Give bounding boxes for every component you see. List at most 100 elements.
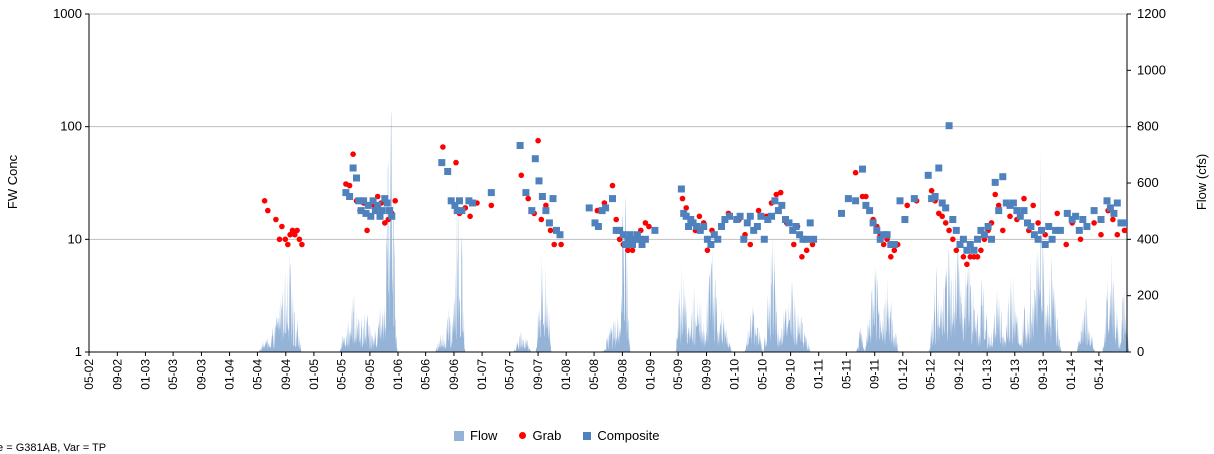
composite-point	[721, 216, 729, 223]
composite-point	[638, 241, 646, 248]
composite-point	[487, 189, 495, 197]
flow-area-segment	[274, 249, 302, 352]
composite-point	[602, 204, 610, 212]
composite-point	[740, 235, 748, 243]
grab-point	[350, 151, 356, 157]
x-tick-label: 09-06	[447, 359, 461, 390]
y-left-tick-label: 100	[60, 119, 82, 134]
composite-point	[453, 207, 461, 215]
y-right-tick-labels: 0 200 400 600 800 1000 1200	[1137, 6, 1166, 359]
composite-point	[355, 197, 363, 205]
x-tick-label: 01-05	[307, 359, 321, 390]
gridlines	[89, 13, 1127, 353]
x-tick-label: 05-08	[587, 359, 601, 390]
grab-point	[747, 241, 754, 248]
legend-item-flow: Flow	[454, 428, 497, 443]
grab-point	[625, 247, 631, 254]
x-tick-label: 01-06	[391, 359, 405, 390]
flow-area-segment	[1019, 256, 1043, 352]
x-tick-label: 09-11	[868, 359, 882, 389]
composite-point	[594, 223, 602, 230]
composite-point	[1045, 223, 1053, 230]
flow-area-segment	[339, 293, 367, 352]
composite-point	[768, 212, 775, 220]
composite-point	[945, 122, 953, 130]
footnote: te = G381AB, Var = TP	[0, 442, 107, 454]
grab-point	[791, 241, 797, 248]
composite-point	[959, 235, 967, 243]
grab-point	[1121, 227, 1128, 234]
composite-point	[710, 231, 718, 239]
grab-point	[946, 227, 952, 234]
grab-swatch-icon	[519, 432, 527, 439]
grab-point	[440, 144, 446, 150]
grab-point	[974, 253, 981, 260]
x-tick-label: 05-12	[924, 359, 938, 390]
composite-point	[869, 219, 877, 227]
composite-point	[970, 246, 978, 254]
composite-point	[726, 212, 733, 220]
x-tick-labels: 05-02 09-02 01-03 05-03 09-03 01-04 05-04 09-04…	[82, 359, 1106, 390]
composite-point	[883, 231, 891, 239]
grab-point	[777, 189, 784, 196]
composite-point	[999, 173, 1007, 181]
composite-point	[378, 207, 386, 215]
grab-point	[863, 193, 869, 200]
flow-swatch-icon	[454, 430, 464, 441]
grab-point	[939, 213, 945, 220]
legend-item-composite: Composite	[583, 428, 660, 443]
composite-point	[764, 216, 772, 223]
composite-point	[799, 235, 807, 243]
y-left-tick-label: 10	[68, 231, 82, 246]
composite-point	[743, 219, 751, 227]
composite-point	[736, 212, 744, 220]
grab-point	[1098, 231, 1104, 238]
composite-point	[522, 189, 530, 197]
x-tick-label: 05-04	[250, 359, 264, 390]
composite-point	[542, 207, 550, 215]
composite-point	[838, 209, 845, 217]
composite-point	[545, 219, 553, 227]
composite-point	[553, 226, 560, 234]
grab-point	[696, 213, 703, 220]
composite-point	[803, 235, 811, 243]
grab-point	[755, 207, 762, 214]
composite-point	[778, 201, 786, 209]
composite-point	[677, 185, 685, 193]
composite-point	[458, 207, 466, 215]
grab-point	[282, 236, 289, 243]
composite-point	[353, 174, 360, 182]
composite-point	[693, 223, 701, 230]
x-tick-label: 05-10	[755, 359, 769, 390]
grab-point	[287, 231, 293, 238]
x-tick-label: 05-07	[503, 359, 517, 390]
y-right-tick-label: 400	[1137, 231, 1159, 246]
composite-point	[369, 197, 377, 205]
composite-point	[1083, 223, 1091, 230]
y-right-tick-label: 800	[1137, 119, 1159, 134]
flow-area-segment	[383, 109, 398, 352]
composite-point	[696, 226, 704, 234]
composite-point	[924, 171, 932, 179]
y-right-tick-label: 600	[1137, 175, 1159, 190]
x-tick-label: 09-08	[615, 359, 629, 390]
legend-label-composite: Composite	[597, 428, 660, 443]
flow-area-segment	[1042, 256, 1062, 352]
y-right-tick-label: 0	[1137, 344, 1144, 359]
composite-point	[1075, 226, 1083, 234]
composite-point	[631, 235, 639, 243]
x-tick-label: 09-04	[279, 359, 293, 390]
x-tick-label: 09-02	[110, 359, 124, 390]
composite-point	[785, 219, 793, 227]
x-tick-label: 01-13	[980, 359, 994, 390]
composite-point	[388, 212, 396, 220]
flow-area-segment	[855, 325, 865, 352]
composite-point	[876, 235, 884, 243]
composite-point	[374, 201, 382, 209]
composite-point	[974, 235, 981, 243]
composite-point	[624, 235, 632, 243]
composite-point	[991, 178, 999, 186]
composite-point	[376, 212, 384, 220]
composite-point	[890, 241, 898, 248]
flow-area-segment	[865, 266, 884, 352]
